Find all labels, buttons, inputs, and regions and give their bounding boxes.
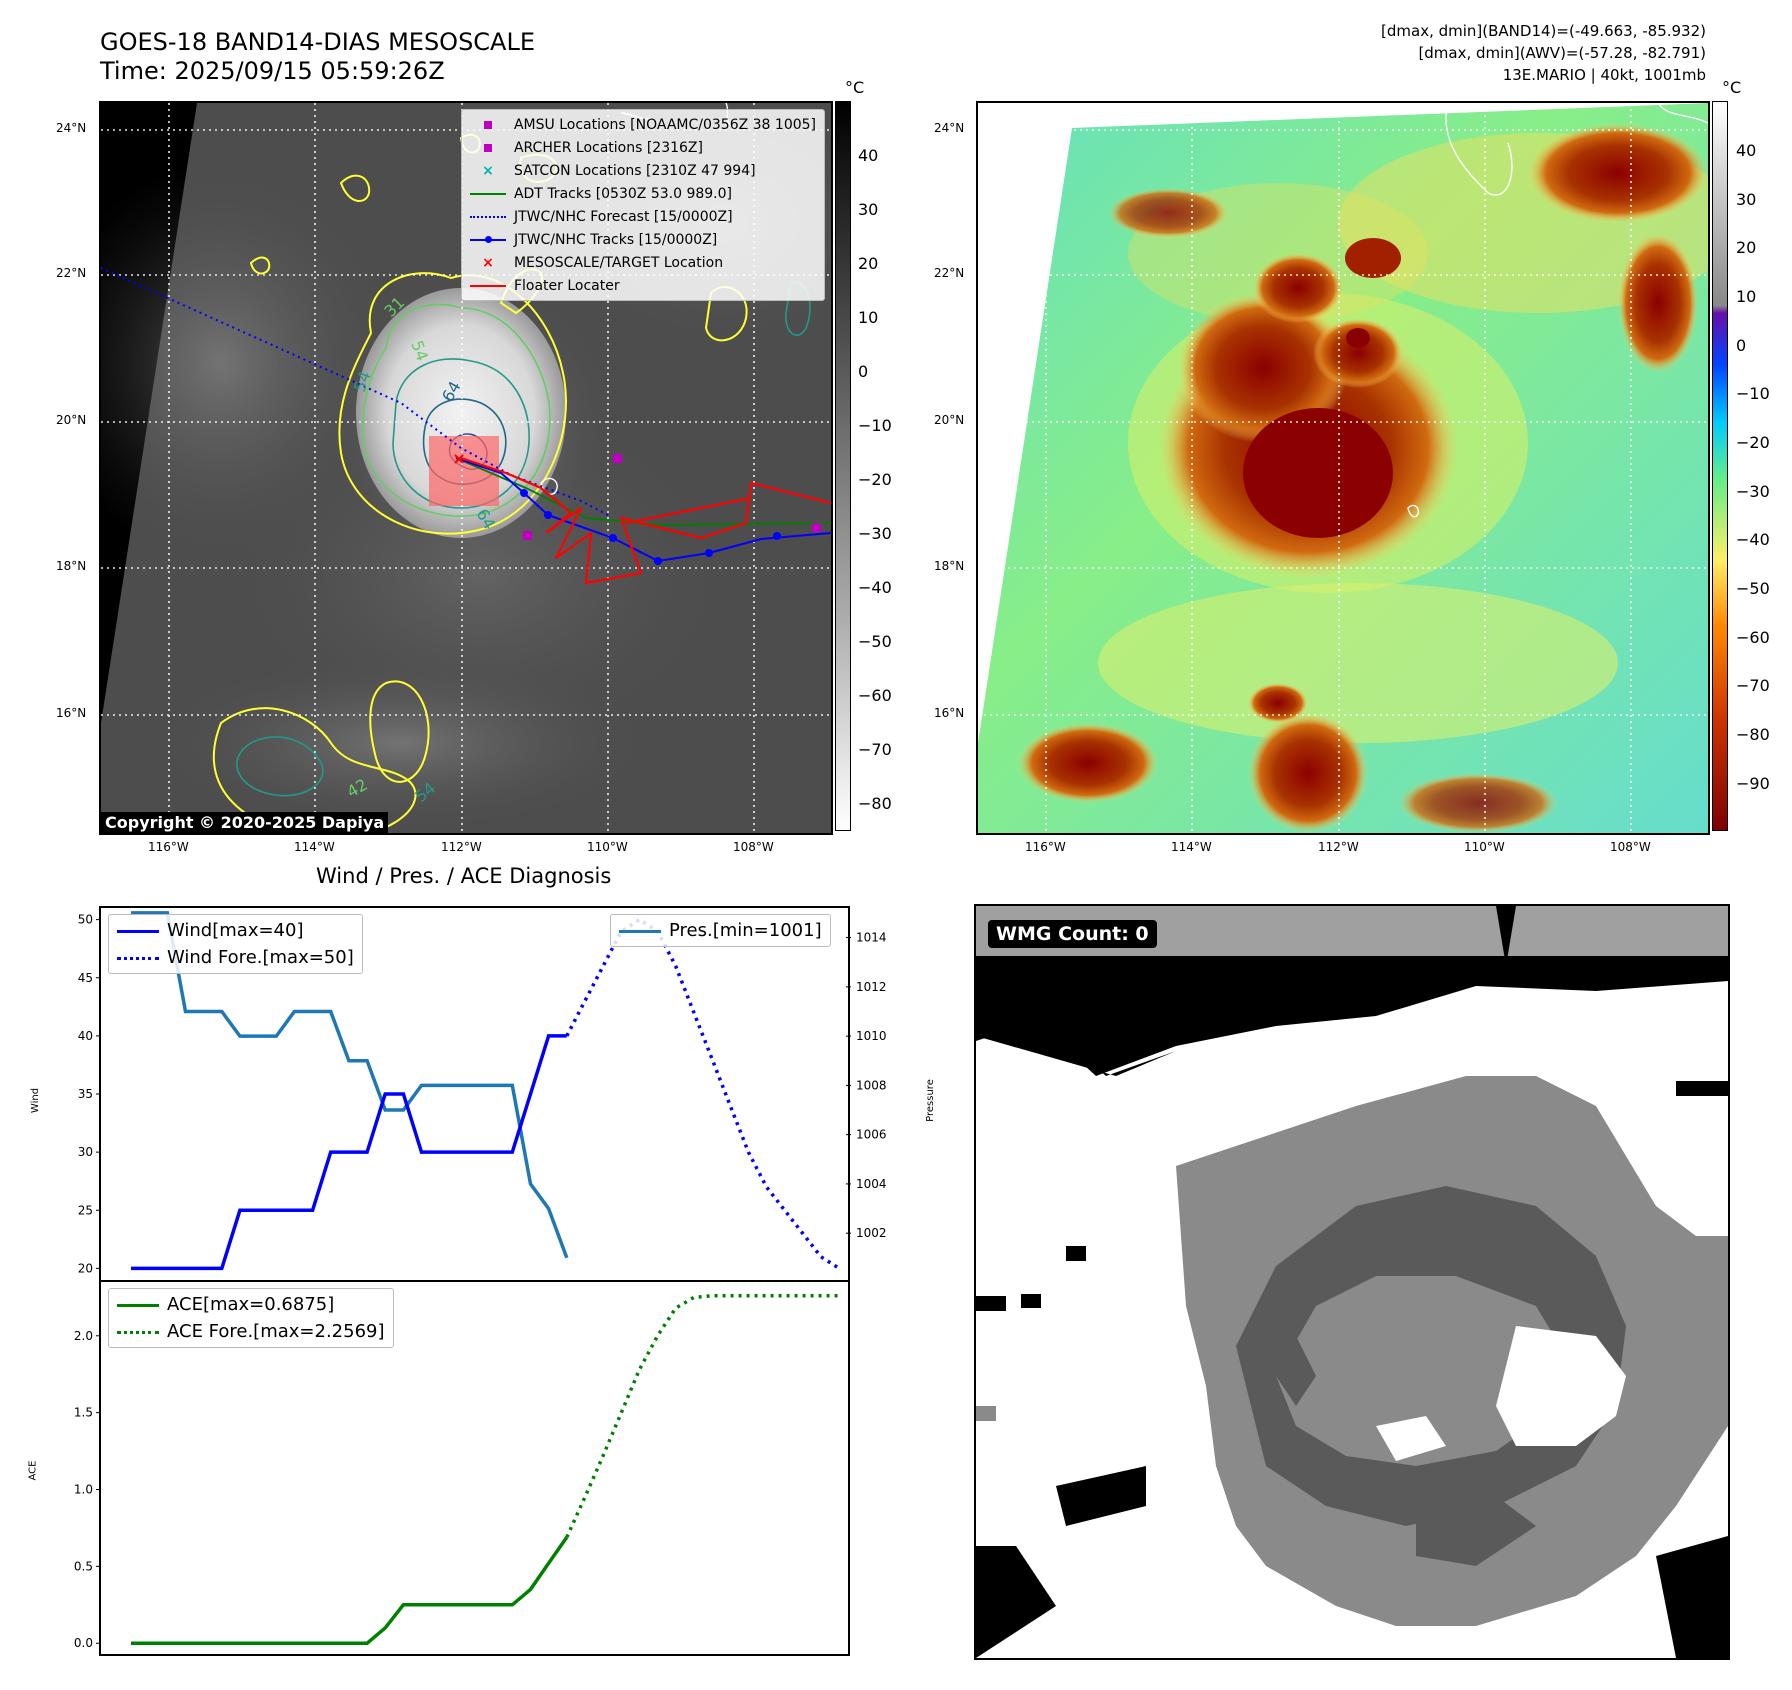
wind-axis-label: 50 [78, 913, 93, 927]
wind-legend: Wind[max=40] Wind Fore.[max=50] [108, 914, 363, 974]
legend-item-ace-forecast: ACE Fore.[max=2.2569] [109, 1318, 393, 1345]
wind-axis-label: 30 [78, 1145, 93, 1159]
ace-axis-label: ACE [27, 1460, 39, 1481]
legend-item-ace: ACE[max=0.6875] [109, 1291, 393, 1318]
lat-label: 24°N [56, 121, 87, 135]
wind-axis-label: 20 [78, 1261, 93, 1275]
chart-time: Time: 2025/09/15 05:59:26Z [100, 57, 445, 85]
legend-item-wind: Wind[max=40] [109, 917, 362, 944]
legend-item-target: × MESOSCALE/TARGET Location [482, 254, 724, 271]
ace-series [131, 1536, 569, 1645]
pressure-legend: Pres.[min=1001] [610, 914, 831, 947]
wind-axis-label: Wind [30, 1087, 42, 1114]
info-line-2: [dmax, dmin](AWV)=(-57.28, -82.791) [1418, 44, 1706, 62]
wind-series [131, 1034, 567, 1271]
legend-item-wind-forecast: Wind Fore.[max=50] [109, 944, 362, 971]
lat-label: 22°N [934, 266, 965, 280]
legend-item-pressure: Pres.[min=1001] [611, 917, 830, 944]
pressure-axis-label: 1008 [856, 1078, 887, 1092]
colorbar-unit: °C [1722, 78, 1742, 97]
legend-item-floater: Floater Locater [462, 274, 824, 297]
lon-label: 114°W [294, 840, 335, 854]
legend-item-adt: ADT Tracks [0530Z 53.0 989.0] [462, 182, 824, 205]
pressure-axis-label: 1010 [856, 1029, 887, 1043]
info-line-1: [dmax, dmin](BAND14)=(-49.663, -85.932) [1381, 22, 1706, 40]
lat-label: 20°N [56, 413, 87, 427]
wind-pres-svg: 50 45 40 35 30 25 20 1014 1012 1010 1008 1006 1004 10… [78, 911, 887, 1275]
pressure-axis-label: 1006 [856, 1128, 887, 1142]
map-legend: AMSU Locations [NOAAMC/0356Z 38 1005] AR… [460, 109, 825, 301]
wind-forecast-series [565, 917, 841, 1270]
lat-label: 20°N [934, 413, 965, 427]
awv-map-panel [976, 101, 1710, 835]
lon-label: 108°W [733, 840, 774, 854]
lon-label: 112°W [441, 840, 482, 854]
lon-label: 116°W [1025, 840, 1066, 854]
ace-axis-label: 0.5 [74, 1559, 93, 1573]
wind-axis-label: 25 [78, 1203, 93, 1217]
diagnosis-title: Wind / Pres. / ACE Diagnosis [316, 864, 612, 888]
pressure-axis-label: 1014 [856, 931, 887, 945]
lat-label: 22°N [56, 266, 87, 280]
lat-label: 18°N [56, 559, 87, 573]
ace-legend: ACE[max=0.6875] ACE Fore.[max=2.2569] [108, 1288, 394, 1348]
ace-axis-label: 2.0 [74, 1329, 93, 1343]
pressure-series [131, 911, 569, 1259]
lat-label: 24°N [934, 121, 965, 135]
ace-forecast-series [565, 1294, 840, 1538]
ir-map-panel: 54 64 64 54 31 54 42 AMSU Locations [NOA… [99, 101, 833, 835]
colorbar-unit: °C [845, 78, 865, 97]
lat-label: 16°N [56, 706, 87, 720]
wind-axis-label: 35 [78, 1087, 93, 1101]
pressure-axis-label: Pressure [924, 1079, 936, 1122]
wind-axis-label: 45 [78, 971, 93, 985]
pressure-axis-label: 1002 [856, 1226, 887, 1240]
pressure-axis-label: 1004 [856, 1177, 887, 1191]
chart-title: GOES-18 BAND14-DIAS MESOSCALE [100, 28, 536, 56]
ace-plot [99, 1280, 850, 1656]
lat-label: 18°N [934, 559, 965, 573]
lon-label: 114°W [1171, 840, 1212, 854]
copyright-label: Copyright © 2020-2025 Dapiya [101, 812, 389, 833]
lon-label: 110°W [1464, 840, 1505, 854]
lon-label: 110°W [587, 840, 628, 854]
ace-axis-label: 0.0 [74, 1636, 93, 1650]
color-colorbar [1712, 101, 1728, 831]
gray-colorbar [835, 101, 851, 831]
legend-item-satcon: × SATCON Locations [2310Z 47 994] [482, 162, 756, 179]
ace-axis-label: 1.0 [74, 1483, 93, 1497]
wmg-imagery [976, 906, 1728, 1658]
wmg-count-badge: WMG Count: 0 [988, 920, 1157, 948]
lon-label: 112°W [1318, 840, 1359, 854]
wind-axis-label: 40 [78, 1029, 93, 1043]
ace-svg: 2.0 1.5 1.0 0.5 0.0 [74, 1294, 840, 1650]
lat-label: 16°N [934, 706, 965, 720]
lon-label: 116°W [148, 840, 189, 854]
legend-item-archer: ARCHER Locations [2316Z] [462, 136, 824, 159]
pressure-axis-label: 1012 [856, 980, 887, 994]
legend-item-amsu: AMSU Locations [NOAAMC/0356Z 38 1005] [462, 113, 824, 136]
wmg-panel: WMG Count: 0 [974, 904, 1730, 1660]
info-line-3: 13E.MARIO | 40kt, 1001mb [1502, 66, 1706, 84]
ace-axis-label: 1.5 [74, 1406, 93, 1420]
awv-map-imagery [978, 103, 1708, 833]
legend-item-tracks: JTWC/NHC Tracks [15/0000Z] [462, 228, 824, 251]
legend-item-forecast: JTWC/NHC Forecast [15/0000Z] [462, 205, 824, 228]
lon-label: 108°W [1610, 840, 1651, 854]
